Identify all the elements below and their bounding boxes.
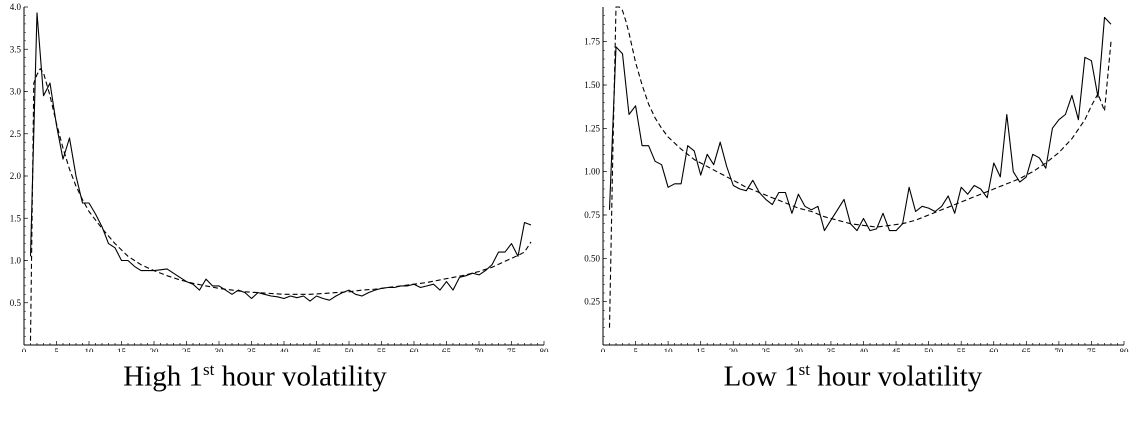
left-x-tick-label: 70 xyxy=(475,347,485,352)
left-y-tick-label: 1.5 xyxy=(10,213,22,223)
chart-canvas: 0 5 10 15 20 25 30 35 40 45 50 55 60 65 70 75 800.51.01.… xyxy=(10,2,1129,352)
left-x-tick-label: 35 xyxy=(247,347,257,352)
right-x-tick-label: 5 xyxy=(633,347,638,352)
right-caption-sup: st xyxy=(798,360,810,379)
left-x-tick-label: 40 xyxy=(280,347,290,352)
right-solid-series-line xyxy=(608,16,1112,232)
left-x-tick-label: 10 xyxy=(85,347,95,352)
right-caption-pre: Low 1 xyxy=(723,360,799,393)
left-x-tick-label: 15 xyxy=(117,347,127,352)
left-x-tick-label: 60 xyxy=(410,347,420,352)
left-y-tick-label: 0.5 xyxy=(10,298,22,308)
right-x-tick-label: 80 xyxy=(1120,347,1129,352)
right-chart-caption: Low 1st hour volatility xyxy=(708,360,998,394)
right-x-tick-label: 65 xyxy=(1022,347,1032,352)
right-x-tick-label: 50 xyxy=(924,347,934,352)
right-x-tick-label: 25 xyxy=(761,347,771,352)
right-caption-post: hour volatility xyxy=(809,360,983,393)
right-y-tick-label: 1.25 xyxy=(584,123,600,133)
left-y-tick-label: 3.5 xyxy=(10,44,22,54)
right-x-tick-label: 45 xyxy=(892,347,902,352)
left-caption-post: hour volatility xyxy=(214,360,387,393)
right-x-tick-label: 30 xyxy=(794,347,804,352)
right-dashed-series-line xyxy=(608,6,1112,328)
left-y-tick-label: 3.0 xyxy=(10,87,22,97)
right-x-tick-label: 70 xyxy=(1054,347,1064,352)
right-y-tick-label: 0.50 xyxy=(584,253,600,263)
left-x-tick-label: 30 xyxy=(215,347,225,352)
right-x-tick-label: 15 xyxy=(696,347,706,352)
left-x-tick-label: 50 xyxy=(345,347,355,352)
left-x-tick-label: 25 xyxy=(182,347,192,352)
right-x-tick-label: 20 xyxy=(729,347,739,352)
right-x-tick-label: 55 xyxy=(957,347,967,352)
left-y-tick-label: 2.0 xyxy=(10,171,22,181)
left-x-tick-label: 65 xyxy=(442,347,452,352)
left-y-tick-label: 4.0 xyxy=(10,2,22,12)
left-caption-pre: High 1 xyxy=(123,360,204,393)
left-y-tick-label: 1.0 xyxy=(10,256,22,266)
left-x-tick-label: 55 xyxy=(377,347,387,352)
left-x-tick-label: 20 xyxy=(150,347,160,352)
right-x-tick-label: 60 xyxy=(989,347,999,352)
left-x-tick-label: 0 xyxy=(22,347,27,352)
left-dashed-series-line xyxy=(29,68,532,341)
right-x-tick-label: 75 xyxy=(1087,347,1097,352)
right-x-tick-label: 40 xyxy=(859,347,869,352)
left-x-tick-label: 75 xyxy=(507,347,517,352)
right-x-tick-label: 10 xyxy=(664,347,674,352)
left-x-tick-label: 80 xyxy=(540,347,550,352)
right-x-tick-label: 35 xyxy=(826,347,836,352)
right-x-tick-label: 0 xyxy=(601,347,606,352)
right-y-tick-label: 0.25 xyxy=(584,297,600,307)
left-chart-caption: High 1st hour volatility xyxy=(110,360,400,394)
right-y-tick-label: 1.75 xyxy=(584,37,600,47)
left-x-tick-label: 5 xyxy=(54,347,59,352)
left-caption-sup: st xyxy=(203,360,215,379)
right-y-tick-label: 0.75 xyxy=(584,210,600,220)
left-y-tick-label: 2.5 xyxy=(10,129,22,139)
left-solid-series-line xyxy=(29,12,532,302)
right-y-tick-label: 1.00 xyxy=(584,167,600,177)
right-y-tick-label: 1.50 xyxy=(584,80,600,90)
left-x-tick-label: 45 xyxy=(312,347,322,352)
